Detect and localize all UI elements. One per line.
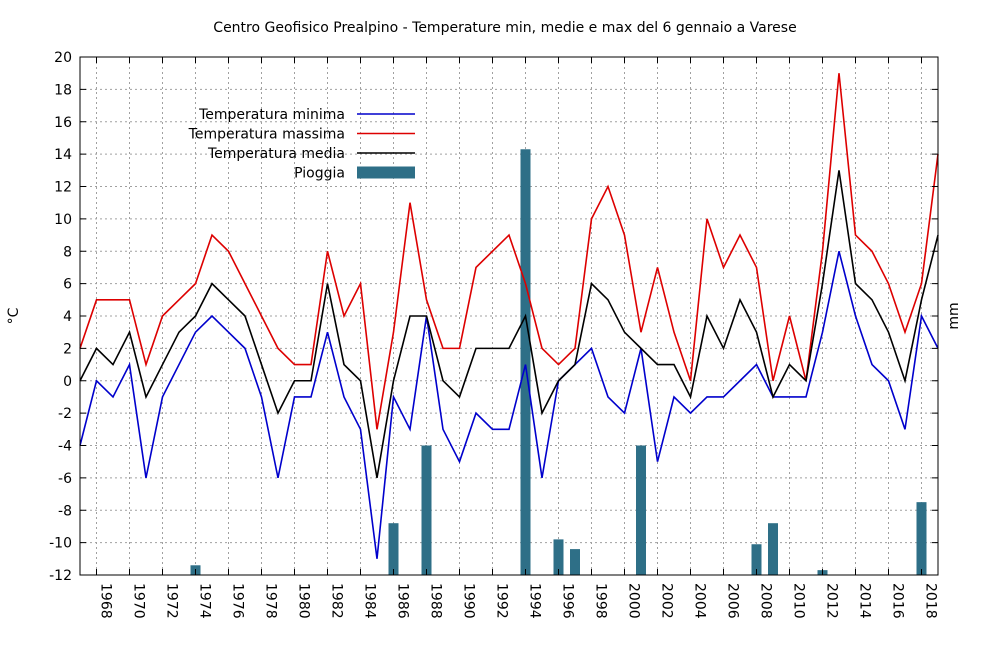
series-line — [79, 73, 939, 430]
series-line — [79, 251, 939, 559]
y-axis: -12 -10 -8 -6 -4 -2 0 2 4 6 8 10 12 14 16 18 20 — [49, 50, 938, 584]
x-tick-label: 1978 — [263, 583, 279, 619]
x-tick-label: 2010 — [791, 583, 807, 619]
y-tick-label: 0 — [63, 374, 72, 390]
y-tick-label: 10 — [54, 212, 72, 228]
rain-bar — [751, 544, 762, 575]
temperature-lines — [79, 73, 939, 559]
x-tick-label: 1998 — [593, 583, 609, 619]
y-tick-label: 16 — [54, 115, 72, 131]
legend-label: Temperatura massima — [188, 127, 345, 143]
y-tick-label: -8 — [58, 503, 72, 519]
rain-bar — [636, 445, 646, 575]
x-axis: 1968 1970 1972 1974 1976 1978 1980 1982 1984 1986… — [96, 57, 939, 619]
y-tick-label: -2 — [58, 406, 72, 422]
series-line — [79, 170, 939, 479]
x-tick-label: 1992 — [494, 583, 510, 619]
rain-bar — [388, 523, 399, 575]
y2-axis-label: mm — [946, 302, 962, 329]
x-tick-label: 2012 — [824, 583, 840, 619]
x-tick-label: 1986 — [395, 583, 411, 619]
x-tick-label: 1976 — [230, 583, 246, 619]
y-tick-label: 8 — [63, 244, 72, 260]
rain-bar — [916, 502, 927, 575]
rain-bar — [520, 149, 531, 576]
rain-bar — [768, 523, 778, 575]
x-tick-label: 1974 — [197, 583, 213, 619]
x-tick-label: 2006 — [725, 583, 741, 619]
y-tick-label: 20 — [54, 50, 72, 66]
y-axis-label: °C — [6, 307, 22, 324]
x-tick-label: 2000 — [626, 583, 642, 619]
legend-label: Pioggia — [294, 166, 345, 182]
x-tick-label: 1982 — [329, 583, 345, 619]
y-tick-label: -4 — [58, 439, 72, 455]
chart-title: Centro Geofisico Prealpino - Temperature… — [213, 20, 796, 36]
legend: Temperatura minima Temperatura massima Tem… — [188, 107, 415, 182]
x-tick-label: 1996 — [560, 583, 576, 619]
rain-bar — [570, 549, 580, 575]
x-tick-label: 1990 — [461, 583, 477, 619]
rain-bar — [421, 445, 432, 575]
x-tick-label: 1968 — [98, 583, 114, 619]
y-tick-label: 14 — [54, 147, 72, 163]
y-tick-label: 12 — [54, 180, 72, 196]
y-tick-label: 18 — [54, 82, 72, 98]
x-tick-label: 1980 — [296, 583, 312, 619]
x-tick-label: 1972 — [164, 583, 180, 619]
y-tick-label: -10 — [49, 536, 72, 552]
x-tick-label: 2004 — [692, 583, 708, 619]
x-tick-label: 2008 — [758, 583, 774, 619]
y-tick-label: 4 — [63, 309, 72, 325]
y-tick-label: 6 — [63, 277, 72, 293]
y-tick-label: -6 — [58, 471, 72, 487]
y-tick-label: -12 — [49, 568, 72, 584]
x-tick-label: 1994 — [527, 583, 543, 619]
legend-label: Temperatura media — [207, 146, 345, 162]
x-tick-label: 1970 — [131, 583, 147, 619]
x-tick-label: 1988 — [428, 583, 444, 619]
y-tick-label: 2 — [63, 341, 72, 357]
x-tick-label: 2014 — [857, 583, 873, 619]
legend-swatch — [357, 166, 415, 179]
legend-label: Temperatura minima — [198, 107, 345, 123]
rain-bar — [553, 539, 564, 575]
x-tick-label: 2016 — [890, 583, 906, 619]
x-tick-label: 1984 — [362, 583, 378, 619]
x-tick-label: 2002 — [659, 583, 675, 619]
x-tick-label: 2018 — [923, 583, 939, 619]
